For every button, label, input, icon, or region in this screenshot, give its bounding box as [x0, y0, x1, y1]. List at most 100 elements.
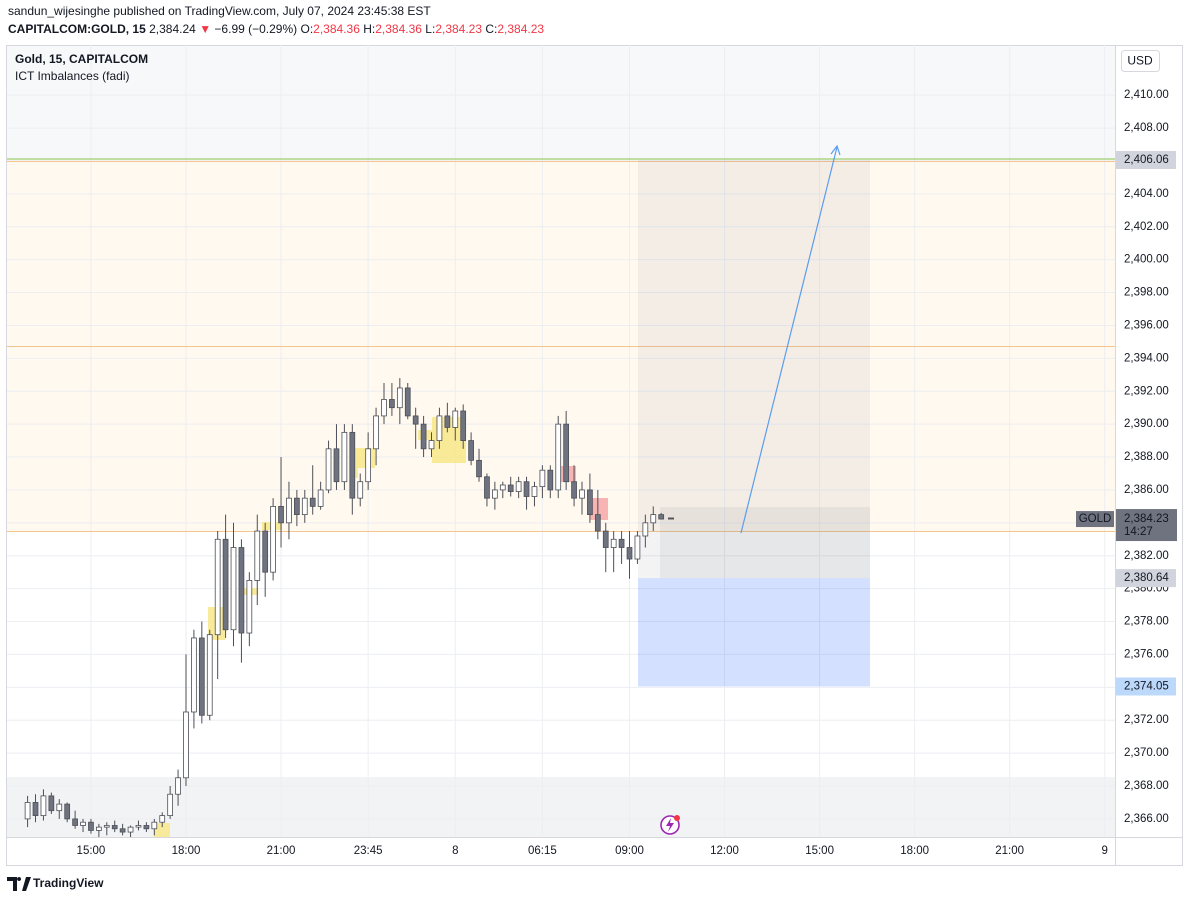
candle-body	[270, 505, 276, 573]
candle-body	[507, 484, 514, 492]
candle-body	[135, 825, 142, 828]
candle-body	[634, 535, 641, 560]
stop-zone	[638, 578, 870, 687]
candle-body	[64, 803, 71, 820]
candle-body	[642, 522, 649, 537]
stop-label: 2,374.05	[1124, 681, 1169, 693]
l-value: 2,384.23	[435, 22, 482, 36]
candle-body	[531, 486, 538, 497]
h-value: 2,384.36	[375, 22, 422, 36]
candle-body	[325, 448, 332, 491]
y-tick-label: 2,390.00	[1124, 418, 1169, 430]
y-tick-label: 2,392.00	[1124, 385, 1169, 397]
candle-body	[301, 497, 308, 516]
candle-body	[428, 440, 435, 450]
candle-body	[214, 538, 221, 636]
candle-body	[88, 821, 94, 831]
legend-title: Gold, 15, CAPITALCOM	[15, 52, 148, 66]
c-value: 2,384.23	[497, 22, 544, 36]
symbol: CAPITALCOM:GOLD, 15	[8, 22, 146, 36]
candle-body	[547, 469, 554, 491]
candle-body	[183, 711, 189, 779]
o-label: O:	[301, 22, 314, 36]
y-tick-label: 2,398.00	[1124, 287, 1169, 299]
candle-body	[246, 580, 253, 634]
candle-body	[151, 821, 158, 830]
o-value: 2,384.36	[313, 22, 360, 36]
candle-body	[262, 530, 269, 573]
candle-body	[444, 415, 451, 428]
last-price-tag	[1116, 509, 1177, 542]
y-tick-label: 2,382.00	[1124, 550, 1169, 562]
candle-body	[111, 825, 118, 830]
candle-body	[492, 489, 498, 499]
x-tick-label: 18:00	[172, 845, 201, 857]
y-tick-label: 2,366.00	[1124, 813, 1169, 825]
candle-body	[539, 469, 546, 488]
candle-body	[48, 795, 55, 812]
candle-body	[460, 410, 467, 441]
logo-mark	[7, 877, 31, 891]
session-shade	[7, 46, 1115, 161]
candle-body	[571, 481, 577, 499]
symbol-tag	[1076, 511, 1114, 528]
countdown: 14:27	[1124, 526, 1153, 538]
candle-body	[420, 423, 427, 450]
candle-body	[452, 410, 459, 428]
y-tick-label: 2,394.00	[1124, 352, 1169, 364]
c-label: C:	[485, 22, 497, 36]
candle-body	[72, 818, 78, 826]
legend-indicator: ICT Imbalances (fadi)	[15, 69, 130, 83]
x-tick-label: 06:15	[528, 845, 557, 857]
x-tick-label: 8	[452, 845, 458, 857]
candle-body	[555, 423, 562, 491]
candle-body	[587, 489, 593, 516]
candle-body	[24, 802, 31, 820]
candle-body	[230, 547, 237, 631]
candle-body	[468, 440, 474, 461]
candle-body	[436, 415, 443, 441]
candle-body	[191, 637, 197, 713]
candle-body	[96, 826, 102, 831]
candle-body	[294, 497, 300, 516]
candle-body	[579, 489, 585, 499]
candle-body	[103, 825, 110, 828]
candle-body	[365, 448, 372, 483]
candle-body	[32, 802, 39, 817]
x-tick-label: 21:00	[267, 845, 296, 857]
profit-zone	[638, 159, 870, 579]
candle-body	[499, 484, 506, 491]
imbalance-zone	[154, 823, 170, 837]
currency: USD	[1127, 54, 1153, 68]
x-tick-label: 18:00	[900, 845, 929, 857]
candle-body	[594, 514, 601, 532]
candle-body	[650, 514, 657, 524]
candle-body	[278, 505, 284, 524]
candle-body	[341, 431, 348, 483]
y-tick-label: 2,368.00	[1124, 780, 1169, 792]
x-tick-label: 15:00	[805, 845, 834, 857]
y-tick-label: 2,378.00	[1124, 616, 1169, 628]
y-tick-label: 2,396.00	[1124, 319, 1169, 331]
x-tick-label: 21:00	[995, 845, 1024, 857]
y-tick-label: 2,376.00	[1124, 648, 1169, 660]
candle-body	[80, 821, 86, 826]
currency-button[interactable]	[1121, 50, 1160, 72]
y-tick-label: 2,388.00	[1124, 451, 1169, 463]
y-tick-label: 2,402.00	[1124, 221, 1169, 233]
symbol-label: GOLD	[1079, 513, 1112, 525]
arrow-head	[830, 144, 841, 156]
open-pnl-zone	[660, 507, 870, 579]
candle-body	[476, 459, 482, 478]
candle-body	[159, 815, 166, 823]
y-tick-label: 2,404.00	[1124, 188, 1169, 200]
event-dot	[674, 815, 680, 821]
candle-body	[286, 497, 292, 524]
publish-info: sandun_wijesinghe published on TradingVi…	[8, 4, 431, 18]
candle-body	[222, 538, 229, 631]
event-icon-bolt	[666, 818, 674, 832]
candle-body	[40, 795, 47, 817]
candle-body	[238, 547, 245, 634]
y-tick-label: 2,386.00	[1124, 484, 1169, 496]
candle-body	[381, 399, 387, 417]
